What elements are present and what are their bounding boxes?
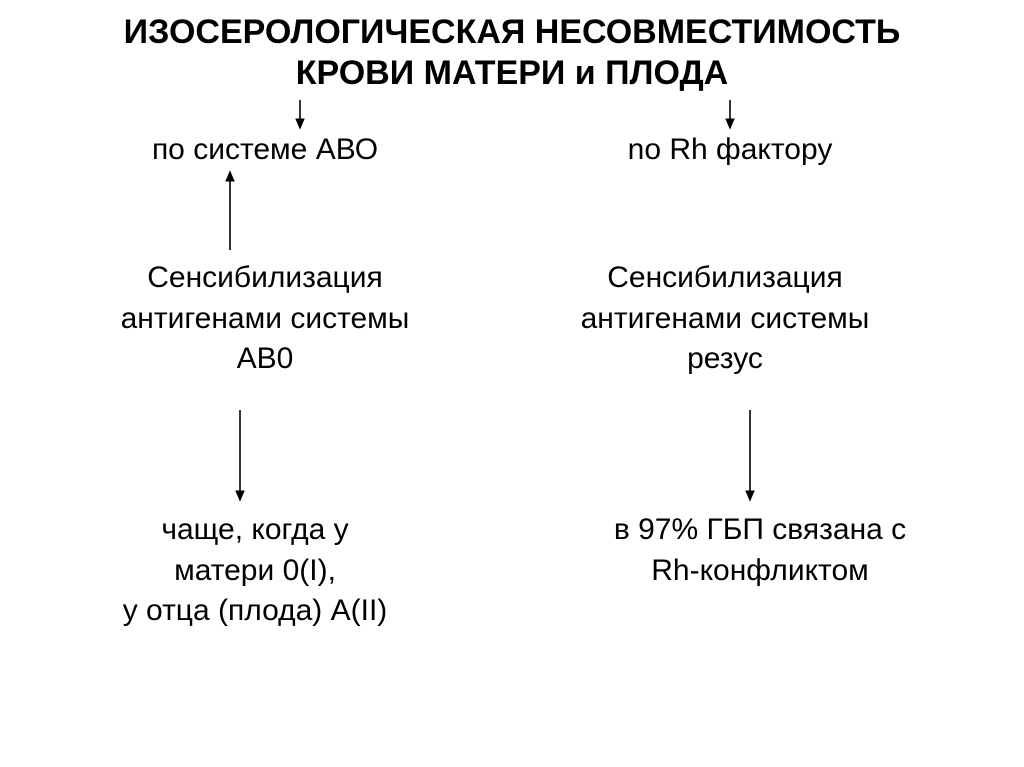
diagram-canvas: ИЗОСЕРОЛОГИЧЕСКАЯ НЕСОВМЕСТИМОСТЬ КРОВИ … xyxy=(0,0,1024,767)
node-abo-header: по системе АВО xyxy=(105,130,425,171)
node-rh-sensitization: Сенсибилизация антигенами системы резус xyxy=(540,258,910,380)
diagram-title: ИЗОСЕРОЛОГИЧЕСКАЯ НЕСОВМЕСТИМОСТЬ КРОВИ … xyxy=(0,12,1024,94)
arrows-layer xyxy=(0,0,1024,767)
node-abo-sensitization: Сенсибилизация антигенами системы АВ0 xyxy=(80,258,450,380)
node-rh-case: в 97% ГБП связана с Rh-конфликтом xyxy=(530,510,990,591)
node-rh-header: no Rh фактору xyxy=(570,130,890,171)
node-abo-case: чаще, когда у матери 0(I), у отца (плода… xyxy=(40,510,470,632)
